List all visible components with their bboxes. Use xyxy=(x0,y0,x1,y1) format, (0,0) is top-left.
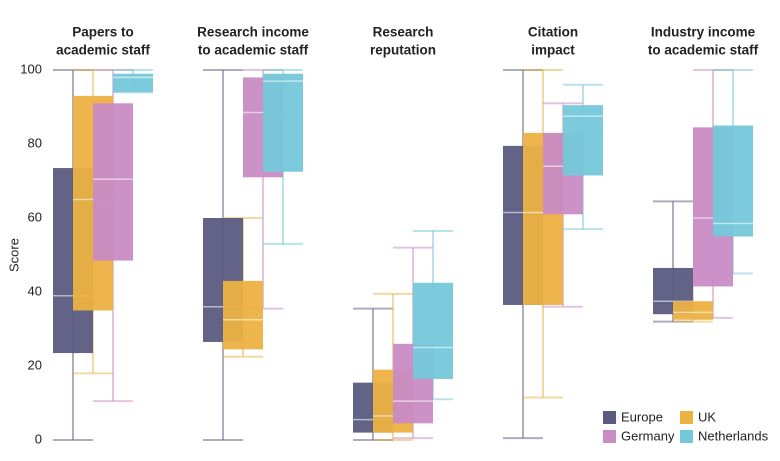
category-title: impact xyxy=(531,43,575,58)
legend-swatch xyxy=(603,430,616,443)
y-axis-label: Score xyxy=(6,238,21,272)
y-tick-label: 60 xyxy=(28,209,42,224)
category-title: Citation xyxy=(528,25,578,40)
box xyxy=(263,73,303,172)
legend-label: Netherlands xyxy=(698,428,769,443)
legend-label: Germany xyxy=(621,428,675,443)
y-tick-label: 100 xyxy=(20,61,42,76)
legend-label: Europe xyxy=(621,409,663,424)
category-title: Research xyxy=(373,25,434,40)
box xyxy=(113,73,153,93)
y-tick-label: 80 xyxy=(28,135,42,150)
category-title: Industry income xyxy=(651,25,756,40)
category-title: to academic staff xyxy=(198,43,309,58)
legend-swatch xyxy=(680,430,693,443)
y-tick-label: 20 xyxy=(28,357,42,372)
category-title: to academic staff xyxy=(648,43,759,58)
legend-swatch xyxy=(680,411,693,424)
legend-swatch xyxy=(603,411,616,424)
y-tick-label: 40 xyxy=(28,283,42,298)
category-title: Papers to xyxy=(72,25,134,40)
box xyxy=(713,125,753,237)
box xyxy=(223,280,263,350)
legend-label: UK xyxy=(698,409,716,424)
box xyxy=(413,282,453,379)
box xyxy=(673,301,713,320)
category-title: reputation xyxy=(370,43,436,58)
category-title: academic staff xyxy=(56,43,150,58)
box xyxy=(93,103,133,261)
y-tick-label: 0 xyxy=(35,431,42,446)
category-title: Research income xyxy=(197,25,309,40)
